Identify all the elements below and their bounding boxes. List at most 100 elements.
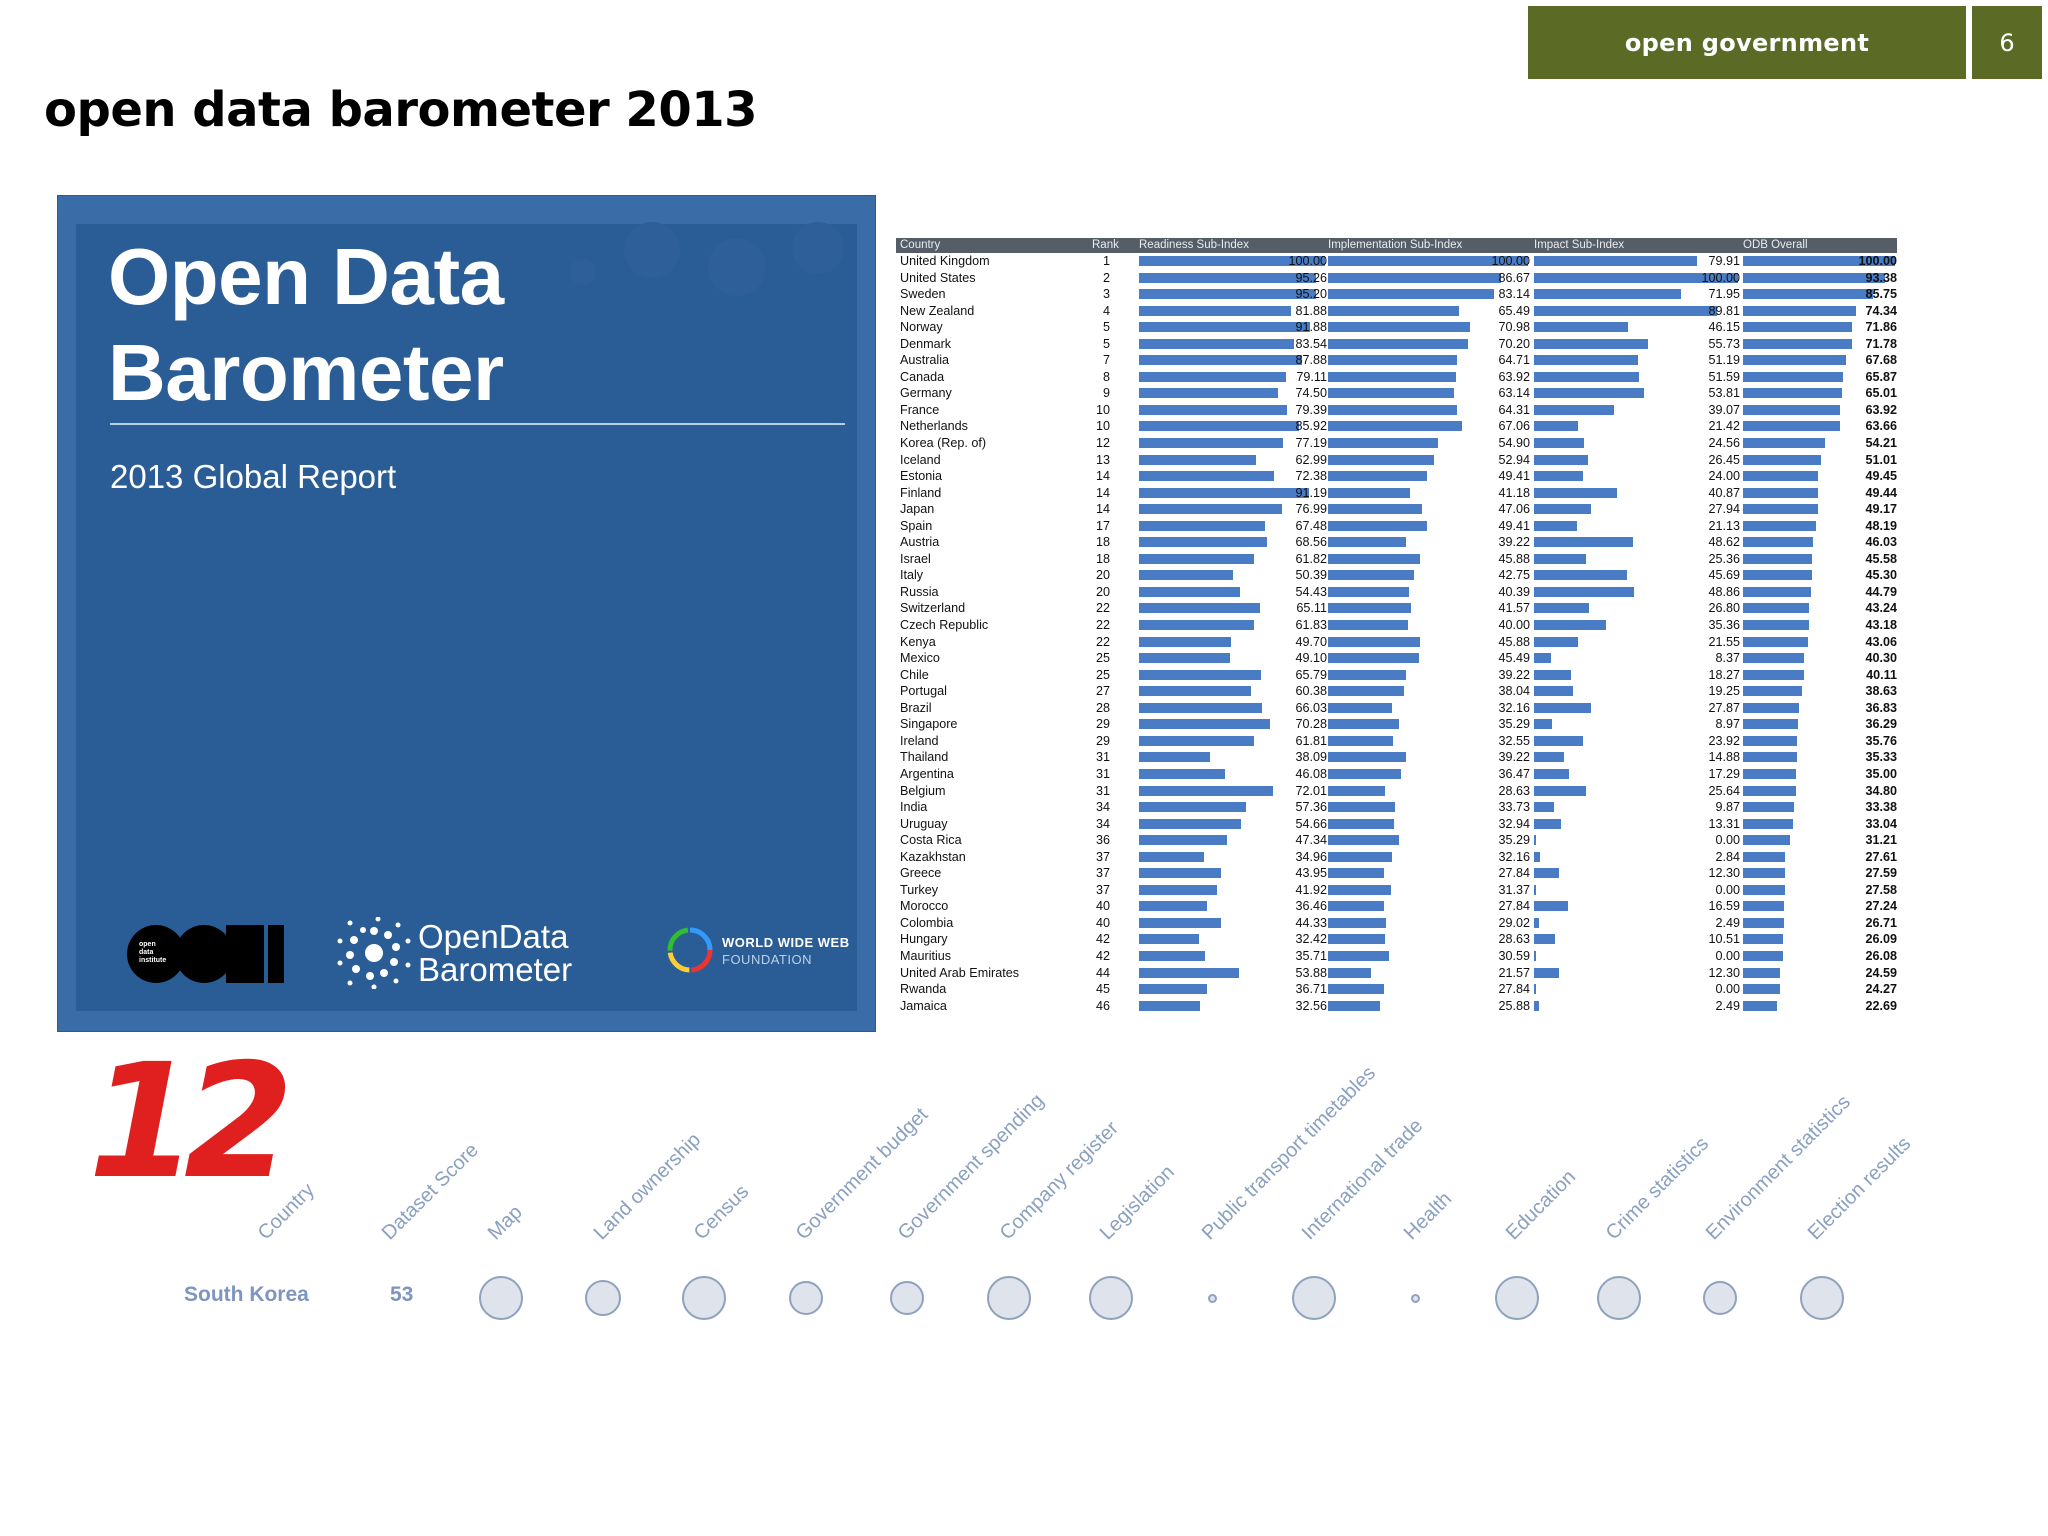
score-bar (1534, 984, 1536, 994)
dataset-score-circle (1089, 1276, 1133, 1320)
country-cell: Norway (900, 320, 943, 334)
score-bar (1534, 339, 1648, 349)
score-value: 45.49 (1470, 651, 1530, 665)
score-value: 13.31 (1680, 817, 1740, 831)
score-bar (1139, 868, 1221, 878)
score-bar (1743, 388, 1842, 398)
score-value: 50.39 (1267, 568, 1327, 582)
score-value: 66.03 (1267, 701, 1327, 715)
score-bar (1328, 554, 1420, 564)
score-bar (1743, 653, 1804, 663)
country-cell: Israel (900, 552, 931, 566)
country-cell: Austria (900, 535, 939, 549)
table-header-cell: ODB Overall (1743, 239, 1808, 251)
score-value: 26.80 (1680, 601, 1740, 615)
score-value: 27.58 (1837, 883, 1897, 897)
score-value: 100.00 (1267, 254, 1327, 268)
score-bar (1743, 752, 1797, 762)
rank-cell: 34 (1094, 817, 1110, 831)
rank-cell: 18 (1094, 552, 1110, 566)
score-bar (1139, 802, 1246, 812)
country-cell: Australia (900, 353, 949, 367)
score-bar (1139, 918, 1221, 928)
score-value: 41.18 (1470, 486, 1530, 500)
table-header-cell: Rank (1092, 239, 1119, 251)
score-value: 79.11 (1267, 370, 1327, 384)
score-value: 25.36 (1680, 552, 1740, 566)
rank-cell: 12 (1094, 436, 1110, 450)
country-cell: Finland (900, 486, 941, 500)
table-row: Hungary 42 32.42 28.63 10.51 26.09 (896, 931, 1897, 948)
score-bar (1139, 736, 1254, 746)
rank-cell: 46 (1094, 999, 1110, 1013)
table-row: Turkey 37 41.92 31.37 0.00 27.58 (896, 882, 1897, 899)
dataset-column-label: Census (690, 1181, 754, 1245)
score-bar (1139, 1001, 1200, 1011)
rank-cell: 31 (1094, 784, 1110, 798)
rank-cell: 42 (1094, 932, 1110, 946)
odi-logo: open data institute (126, 924, 286, 984)
score-value: 71.86 (1837, 320, 1897, 334)
score-value: 45.30 (1837, 568, 1897, 582)
table-row: Kenya 22 49.70 45.88 21.55 43.06 (896, 634, 1897, 651)
rank-cell: 9 (1094, 386, 1110, 400)
score-value: 0.00 (1680, 883, 1740, 897)
rank-cell: 14 (1094, 469, 1110, 483)
table-row: Italy 20 50.39 42.75 45.69 45.30 (896, 567, 1897, 584)
country-cell: Belgium (900, 784, 946, 798)
score-value: 27.61 (1837, 850, 1897, 864)
table-row: Japan 14 76.99 47.06 27.94 49.17 (896, 501, 1897, 518)
dataset-score-circle (987, 1276, 1031, 1320)
svg-text:institute: institute (139, 957, 166, 964)
score-value: 45.88 (1470, 635, 1530, 649)
score-value: 12.30 (1680, 966, 1740, 980)
score-value: 40.87 (1680, 486, 1740, 500)
score-bar (1534, 968, 1559, 978)
score-bar (1139, 670, 1261, 680)
score-bar (1743, 603, 1809, 613)
rank-cell: 27 (1094, 684, 1110, 698)
score-bar (1328, 1001, 1380, 1011)
table-row: Uruguay 34 54.66 32.94 13.31 33.04 (896, 816, 1897, 833)
score-value: 25.64 (1680, 784, 1740, 798)
rank-cell: 25 (1094, 668, 1110, 682)
score-bar (1328, 637, 1420, 647)
score-bar (1534, 488, 1617, 498)
score-bar (1534, 322, 1628, 332)
score-bar (1743, 736, 1797, 746)
score-bar (1534, 868, 1559, 878)
score-value: 26.09 (1837, 932, 1897, 946)
table-header-cell: Readiness Sub-Index (1139, 239, 1249, 251)
rank-cell: 31 (1094, 750, 1110, 764)
section-label: open government (1528, 6, 1966, 79)
country-cell: Estonia (900, 469, 942, 483)
rank-cell: 10 (1094, 419, 1110, 433)
score-value: 12.30 (1680, 866, 1740, 880)
score-bar (1743, 868, 1785, 878)
table-row: Czech Republic 22 61.83 40.00 35.36 43.18 (896, 617, 1897, 634)
score-value: 40.00 (1470, 618, 1530, 632)
score-value: 49.41 (1470, 469, 1530, 483)
score-bar (1534, 802, 1554, 812)
score-value: 36.71 (1267, 982, 1327, 996)
score-value: 45.58 (1837, 552, 1897, 566)
score-bar (1328, 455, 1434, 465)
score-bar (1328, 306, 1459, 316)
dataset-score-circle (890, 1281, 924, 1315)
score-value: 35.33 (1837, 750, 1897, 764)
score-value: 22.69 (1837, 999, 1897, 1013)
score-bar (1328, 786, 1385, 796)
country-cell: Turkey (900, 883, 938, 897)
score-value: 33.38 (1837, 800, 1897, 814)
score-bar (1328, 504, 1422, 514)
table-header-cell: Implementation Sub-Index (1328, 239, 1462, 251)
score-bar (1534, 752, 1564, 762)
score-value: 26.08 (1837, 949, 1897, 963)
score-value: 43.95 (1267, 866, 1327, 880)
score-value: 35.71 (1267, 949, 1327, 963)
score-bar (1534, 355, 1638, 365)
table-row: India 34 57.36 33.73 9.87 33.38 (896, 799, 1897, 816)
dataset-score: 53 (390, 1283, 413, 1307)
score-value: 35.76 (1837, 734, 1897, 748)
score-bar (1534, 670, 1571, 680)
